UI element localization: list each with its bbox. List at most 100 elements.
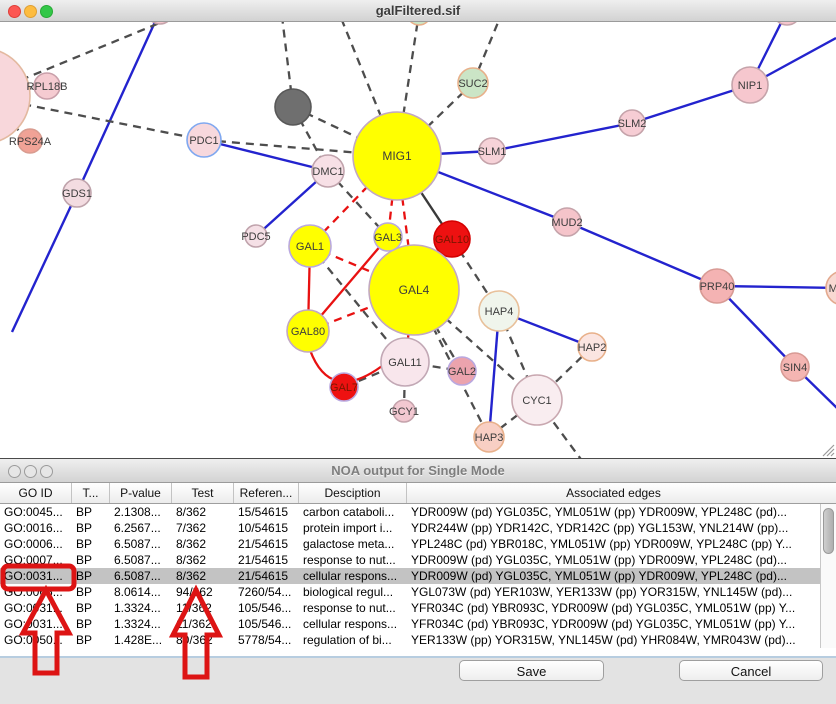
cell-test[interactable]: 7/362 [176, 521, 207, 535]
node-top1[interactable] [147, 22, 173, 25]
noa-titlebar[interactable]: NOA output for Single Mode [0, 459, 836, 483]
cell-type[interactable]: BP [76, 521, 93, 535]
cell-test[interactable]: 11/362 [176, 601, 212, 615]
cell-type[interactable]: BP [76, 601, 93, 615]
minimize-button[interactable] [24, 4, 37, 18]
minimize-button-inactive[interactable] [24, 464, 37, 478]
node-GAL80[interactable] [286, 309, 330, 353]
node-SIN4[interactable] [780, 352, 810, 382]
cell-type[interactable]: BP [76, 553, 93, 567]
node-CYC1[interactable] [511, 374, 563, 426]
cell-ref[interactable]: 105/546... [238, 601, 292, 615]
node-SLM2[interactable] [618, 109, 646, 137]
cell-go[interactable]: GO:0031... [4, 617, 63, 631]
column-header-edges[interactable]: Associated edges [566, 486, 661, 500]
scrollbar-thumb[interactable] [823, 508, 834, 554]
cell-desc[interactable]: biological regul... [303, 585, 394, 599]
node-MSL1[interactable] [825, 271, 836, 305]
cell-go[interactable]: GO:0016... [4, 521, 63, 535]
cell-ref[interactable]: 10/54615 [238, 521, 289, 535]
cell-p[interactable]: 6.5087... [114, 569, 161, 583]
cell-edges[interactable]: YFR034C (pd) YBR093C, YDR009W (pd) YGL03… [411, 617, 796, 631]
column-header-ref[interactable]: Referen... [234, 483, 299, 503]
cell-test[interactable]: 8/362 [176, 569, 207, 583]
node-GAL7[interactable] [329, 372, 359, 402]
cell-p[interactable]: 1.428E... [114, 633, 163, 647]
cell-go[interactable]: GO:0045... [4, 505, 63, 519]
node-NIP1[interactable] [731, 66, 769, 104]
cell-edges[interactable]: YDR244W (pp) YDR142C, YDR142C (pp) YGL15… [411, 521, 789, 535]
column-header-test[interactable]: Test [172, 483, 234, 503]
cell-test[interactable]: 8/362 [176, 553, 207, 567]
node-bigleft[interactable] [0, 48, 31, 144]
cell-p[interactable]: 6.5087... [114, 553, 161, 567]
cell-edges[interactable]: YDR009W (pd) YGL035C, YML051W (pp) YDR00… [411, 569, 787, 583]
node-GAL10[interactable] [433, 220, 471, 258]
network-titlebar[interactable]: galFiltered.sif [0, 0, 836, 22]
cell-test[interactable]: 8/362 [176, 505, 207, 519]
node-HAP4[interactable] [478, 290, 520, 332]
cell-desc[interactable]: regulation of bi... [303, 633, 392, 647]
table-row[interactable]: GO:0031... BP 6.5087... 8/362 21/54615 cellul… [0, 568, 820, 584]
table-row[interactable]: GO:0065... BP 8.0614... 94/362 7260/54... bio… [0, 584, 820, 600]
node-GAL2[interactable] [447, 356, 477, 386]
cell-go[interactable]: GO:0065... [4, 585, 63, 599]
node-MIG1[interactable] [352, 111, 442, 201]
node-GAL1[interactable] [288, 224, 332, 268]
cell-desc[interactable]: protein import i... [303, 521, 393, 535]
cell-test[interactable]: 80/362 [176, 633, 213, 647]
cell-test[interactable]: 94/362 [176, 585, 213, 599]
cell-edges[interactable]: YGL073W (pd) YER103W, YER133W (pp) YOR31… [411, 585, 793, 599]
cell-ref[interactable]: 21/54615 [238, 553, 289, 567]
cell-p[interactable]: 6.5087... [114, 537, 161, 551]
table-body[interactable]: GO:0045... BP 2.1308... 8/362 15/54615 carbon… [0, 504, 820, 648]
cell-ref[interactable]: 5778/54... [238, 633, 292, 647]
column-header-type[interactable]: T... [72, 483, 110, 503]
node-SLM1[interactable] [478, 137, 506, 165]
cell-test[interactable]: 11/362 [176, 617, 212, 631]
node-RPS24A[interactable] [17, 128, 43, 154]
cell-go[interactable]: GO:0031... [4, 601, 63, 615]
node-top2[interactable] [407, 22, 431, 26]
node-HAP3[interactable] [473, 421, 505, 453]
resize-grip-icon[interactable] [819, 441, 835, 457]
node-GDS1[interactable] [62, 178, 92, 208]
table-row[interactable]: GO:0045... BP 2.1308... 8/362 15/54615 carbon… [0, 504, 820, 520]
cell-go[interactable]: GO:0006... [4, 537, 63, 551]
cell-ref[interactable]: 15/54615 [238, 505, 289, 519]
cell-type[interactable]: BP [76, 617, 93, 631]
cell-ref[interactable]: 21/54615 [238, 537, 289, 551]
cell-p[interactable]: 1.3324... [114, 601, 161, 615]
cell-go[interactable]: GO:0050... [4, 633, 63, 647]
node-MUD2[interactable] [552, 207, 582, 237]
cell-edges[interactable]: YDR009W (pd) YGL035C, YML051W (pp) YDR00… [411, 553, 787, 567]
cell-edges[interactable]: YDR009W (pd) YGL035C, YML051W (pp) YDR00… [411, 505, 787, 519]
cell-type[interactable]: BP [76, 537, 93, 551]
cell-type[interactable]: BP [76, 569, 93, 583]
cell-edges[interactable]: YPL248C (pd) YBR018C, YML051W (pp) YDR00… [411, 537, 792, 551]
node-GAL4[interactable] [368, 244, 460, 336]
node-dark1[interactable] [274, 88, 312, 126]
node-DMC1[interactable] [311, 154, 345, 188]
cell-desc[interactable]: carbon cataboli... [303, 505, 395, 519]
cell-test[interactable]: 8/362 [176, 537, 207, 551]
node-GAL3[interactable] [373, 222, 403, 252]
node-PRP40[interactable] [699, 268, 735, 304]
zoom-button-inactive[interactable] [40, 464, 53, 478]
cell-ref[interactable]: 105/546... [238, 617, 292, 631]
cell-go[interactable]: GO:0031... [4, 569, 63, 583]
cell-ref[interactable]: 21/54615 [238, 569, 289, 583]
cell-p[interactable]: 1.3324... [114, 617, 161, 631]
save-button[interactable]: Save [459, 660, 604, 681]
node-PDC5[interactable] [244, 224, 268, 248]
node-topright[interactable] [773, 22, 801, 26]
cell-p[interactable]: 6.2567... [114, 521, 161, 535]
cell-desc[interactable]: cellular respons... [303, 569, 398, 583]
node-GCY1[interactable] [392, 399, 416, 423]
cell-ref[interactable]: 7260/54... [238, 585, 292, 599]
network-canvas[interactable]: RPL18B RPS24A GDS1 PDC1 MIG1 DMC1 SUC2 SLM1 SLM2… [0, 22, 836, 458]
close-button[interactable] [8, 4, 21, 18]
zoom-button[interactable] [40, 4, 53, 18]
cell-type[interactable]: BP [76, 505, 93, 519]
node-RPL18B[interactable] [33, 72, 61, 100]
